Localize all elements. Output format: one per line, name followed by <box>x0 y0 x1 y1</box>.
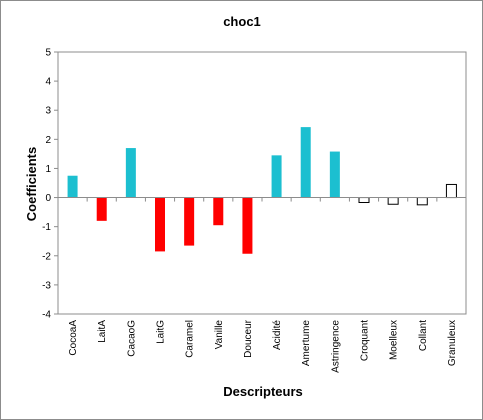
category-label: LaitG <box>156 320 167 344</box>
category-label: Amertume <box>301 320 312 367</box>
category-label: CocoaA <box>68 320 79 356</box>
bar-granuleux <box>445 183 457 199</box>
bar-croquant <box>358 197 370 204</box>
category-label: Douceur <box>243 319 254 357</box>
y-tick-label: -4 <box>42 310 51 321</box>
x-axis-title: Descripteurs <box>223 384 302 399</box>
chart-title: choc1 <box>223 14 261 29</box>
bar-cacaog <box>125 148 136 198</box>
bar-acidité <box>271 155 282 198</box>
category-label: Croquant <box>360 320 371 361</box>
bar-amertume <box>300 127 311 198</box>
y-tick-label: 1 <box>45 164 51 175</box>
category-label: LaitA <box>97 320 108 343</box>
y-tick-label: -1 <box>42 222 51 233</box>
bar-laitg <box>155 197 165 252</box>
category-label: Acidité <box>272 320 283 350</box>
category-label: Astringence <box>330 320 341 373</box>
bar-cocoaa <box>67 175 78 198</box>
bar-laita <box>96 197 107 221</box>
bar-moelleux <box>387 197 399 205</box>
y-tick-label: 3 <box>45 106 51 117</box>
category-label: Caramel <box>185 320 196 358</box>
category-label: CacaoG <box>126 320 137 357</box>
category-label: Moelleux <box>389 320 400 360</box>
y-tick-label: 4 <box>45 77 51 88</box>
plot-area: 5 4 3 2 1 0 -1 -2 -3 -4 CocoaA LaitA CacaoG LaitG Cara… <box>42 48 467 373</box>
category-label: Collant <box>418 320 429 351</box>
y-tick-label: 5 <box>45 48 51 59</box>
bar-douceur <box>242 197 253 254</box>
y-tick-label: -3 <box>42 280 51 291</box>
bar-collant <box>416 197 428 206</box>
bar-caramel <box>184 197 195 246</box>
bar-vanille <box>213 197 224 226</box>
bar-astringence <box>329 151 340 198</box>
y-tick-label: -2 <box>42 251 51 262</box>
plot-border <box>57 51 467 315</box>
y-axis-title: Coefficients <box>24 147 39 221</box>
y-tick-label: 0 <box>45 193 51 204</box>
category-label: Vanille <box>214 320 225 350</box>
y-tick-label: 2 <box>45 135 51 146</box>
category-label: Granuleux <box>447 320 458 366</box>
